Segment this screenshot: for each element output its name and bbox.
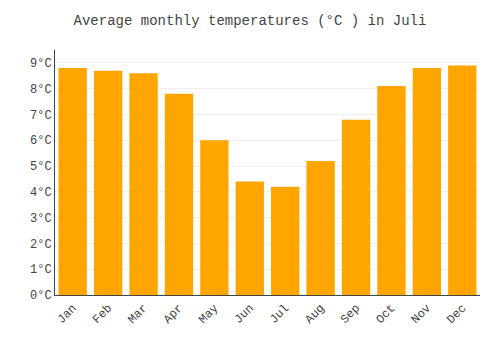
svg-text:Apr: Apr — [161, 302, 186, 327]
svg-text:Oct: Oct — [373, 302, 398, 327]
svg-text:Jan: Jan — [55, 302, 80, 327]
svg-text:1°C: 1°C — [30, 263, 52, 277]
svg-text:Aug: Aug — [303, 302, 328, 327]
svg-text:Nov: Nov — [409, 302, 434, 327]
svg-text:3°C: 3°C — [30, 212, 52, 226]
svg-text:0°C: 0°C — [30, 289, 52, 303]
svg-text:Average monthly temperatures (: Average monthly temperatures (°C ) in Ju… — [74, 13, 427, 29]
svg-text:May: May — [196, 302, 221, 327]
svg-text:5°C: 5°C — [30, 160, 52, 174]
svg-text:Sep: Sep — [338, 302, 363, 327]
svg-text:2°C: 2°C — [30, 238, 52, 252]
svg-text:Jul: Jul — [267, 302, 292, 327]
svg-text:4°C: 4°C — [30, 186, 52, 200]
svg-text:7°C: 7°C — [30, 109, 52, 123]
svg-text:Feb: Feb — [90, 302, 115, 327]
svg-text:Mar: Mar — [125, 302, 150, 327]
svg-text:8°C: 8°C — [30, 83, 52, 97]
svg-text:6°C: 6°C — [30, 134, 52, 148]
svg-text:Dec: Dec — [444, 302, 469, 327]
svg-text:Jun: Jun — [232, 302, 257, 327]
svg-text:9°C: 9°C — [30, 57, 52, 71]
